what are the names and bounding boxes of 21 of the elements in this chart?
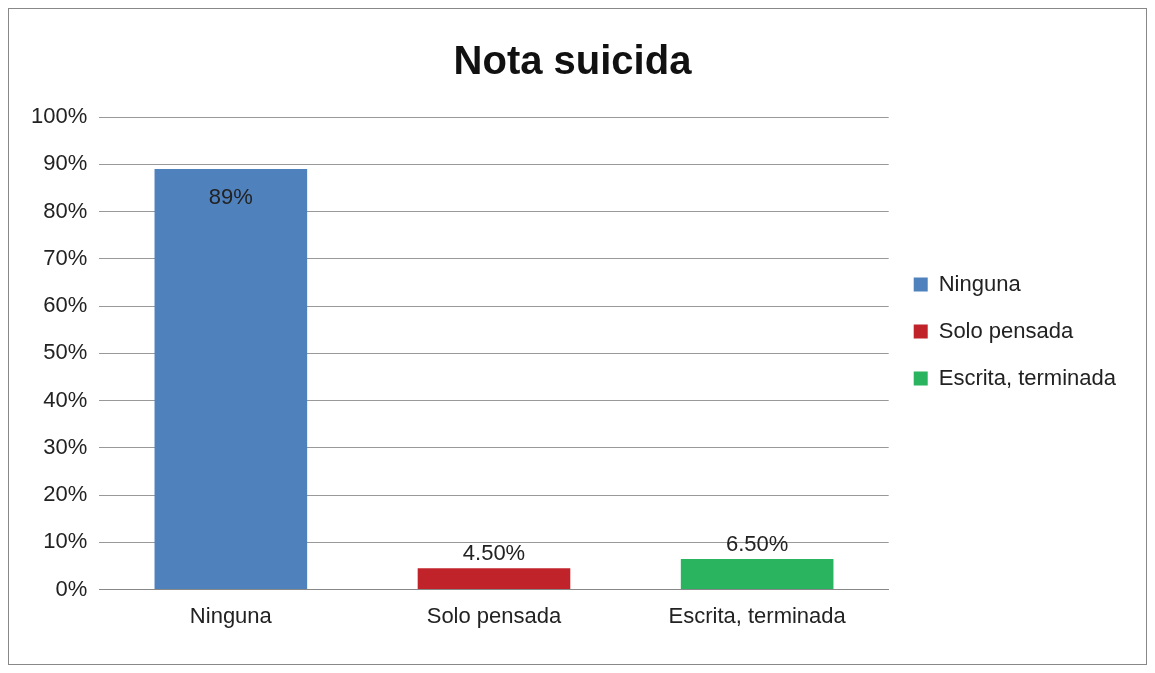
- data-label: 4.50%: [462, 540, 526, 566]
- legend-label: Ninguna: [938, 270, 1022, 296]
- y-tick-label: 40%: [43, 386, 88, 412]
- y-tick-label: 20%: [43, 481, 88, 507]
- x-tick-label: Solo pensada: [426, 602, 563, 628]
- data-label: 89%: [208, 184, 253, 210]
- legend-label: Escrita, terminada: [938, 364, 1117, 390]
- x-tick-label: Escrita, terminada: [668, 602, 847, 628]
- data-label: 6.50%: [725, 530, 789, 556]
- y-tick-label: 10%: [43, 528, 88, 554]
- y-tick-label: 30%: [43, 433, 88, 459]
- y-tick-label: 100%: [30, 103, 88, 129]
- x-tick-label: Ninguna: [189, 602, 273, 628]
- y-tick-label: 70%: [43, 244, 88, 270]
- legend-label: Solo pensada: [938, 317, 1075, 343]
- y-tick-label: 80%: [43, 197, 88, 223]
- chart-title: Nota suicida: [453, 38, 693, 83]
- y-tick-label: 90%: [43, 150, 88, 176]
- y-tick-label: 60%: [43, 292, 88, 318]
- y-tick-label: 0%: [55, 575, 88, 601]
- y-tick-label: 50%: [43, 339, 88, 365]
